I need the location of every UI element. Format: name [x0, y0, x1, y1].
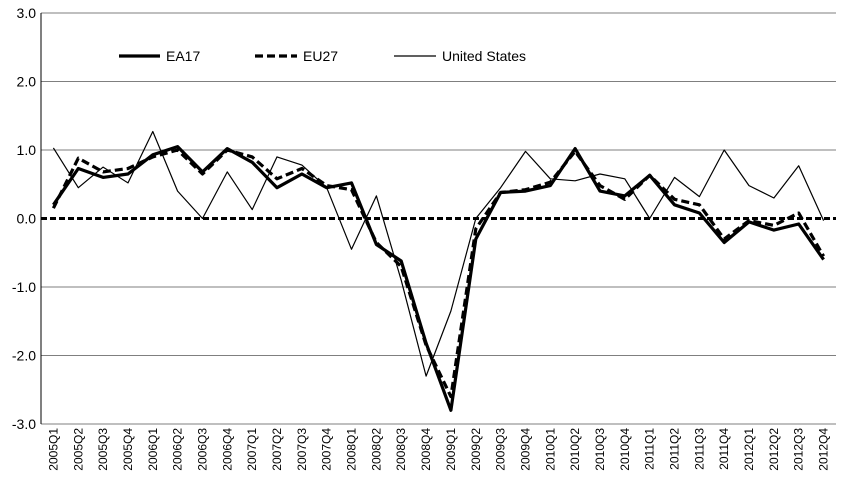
x-tick-label: 2008Q2	[369, 428, 383, 471]
x-tick-label: 2007Q4	[320, 428, 334, 471]
series-line-eu27	[51, 148, 825, 399]
legend: EA17 EU27 United States	[119, 48, 526, 64]
legend-label: United States	[442, 48, 526, 64]
series-line-ea17	[52, 145, 825, 412]
x-tick-label: 2009Q4	[518, 428, 532, 471]
series-line-united-states	[52, 130, 825, 377]
x-tick-label: 2007Q1	[245, 428, 259, 471]
x-tick-label: 2011Q2	[668, 428, 682, 470]
x-tick-label: 2006Q3	[195, 428, 209, 471]
legend-label: EU27	[303, 48, 338, 64]
x-tick-label: 2008Q4	[419, 428, 433, 471]
x-tick-label: 2005Q4	[121, 428, 135, 471]
x-tick-label: 2008Q1	[345, 428, 359, 471]
y-tick-label: -3.0	[12, 416, 36, 432]
x-tick-label: 2005Q1	[46, 428, 60, 471]
x-tick-label: 2010Q1	[543, 428, 557, 471]
x-tick-label: 2009Q3	[494, 428, 508, 471]
y-tick-label: -1.0	[12, 279, 36, 295]
x-tick-label: 2006Q4	[220, 428, 234, 471]
axes	[40, 13, 836, 424]
y-tick-label: 2.0	[17, 74, 37, 90]
x-tick-label: 2007Q3	[295, 428, 309, 471]
x-tick-label: 2012Q2	[767, 428, 781, 471]
y-tick-label: 1.0	[17, 142, 37, 158]
x-tick-label: 2012Q3	[792, 428, 806, 471]
y-tick-label: 0.0	[17, 211, 37, 227]
series-lines	[51, 130, 825, 412]
x-tick-label: 2007Q2	[270, 428, 284, 471]
x-tick-label: 2009Q1	[444, 428, 458, 471]
x-tick-label: 2010Q2	[568, 428, 582, 471]
x-tick-label: 2012Q4	[817, 428, 831, 471]
x-tick-label: 2009Q2	[469, 428, 483, 471]
x-tick-label: 2010Q4	[618, 428, 632, 471]
x-tick-label: 2006Q1	[146, 428, 160, 471]
y-axis-tick-labels: 3.0 2.0 1.0 0.0 -1.0 -2.0 -3.0	[12, 5, 36, 432]
x-tick-label: 2012Q1	[742, 428, 756, 471]
x-tick-label: 2010Q3	[593, 428, 607, 471]
y-tick-label: 3.0	[17, 5, 37, 21]
x-tick-label: 2011Q4	[717, 428, 731, 470]
x-tick-label: 2011Q3	[692, 428, 706, 470]
x-tick-label: 2008Q3	[394, 428, 408, 471]
x-tick-label: 2006Q2	[171, 428, 185, 471]
x-tick-label: 2005Q2	[71, 428, 85, 471]
y-tick-label: -2.0	[12, 348, 36, 364]
x-tick-label: 2011Q1	[643, 428, 657, 470]
legend-label: EA17	[166, 48, 200, 64]
x-axis-tick-labels: 2005Q1 2005Q2 2005Q3 2005Q4 2006Q1 2006Q2 2006…	[46, 428, 830, 471]
x-tick-label: 2005Q3	[96, 428, 110, 471]
